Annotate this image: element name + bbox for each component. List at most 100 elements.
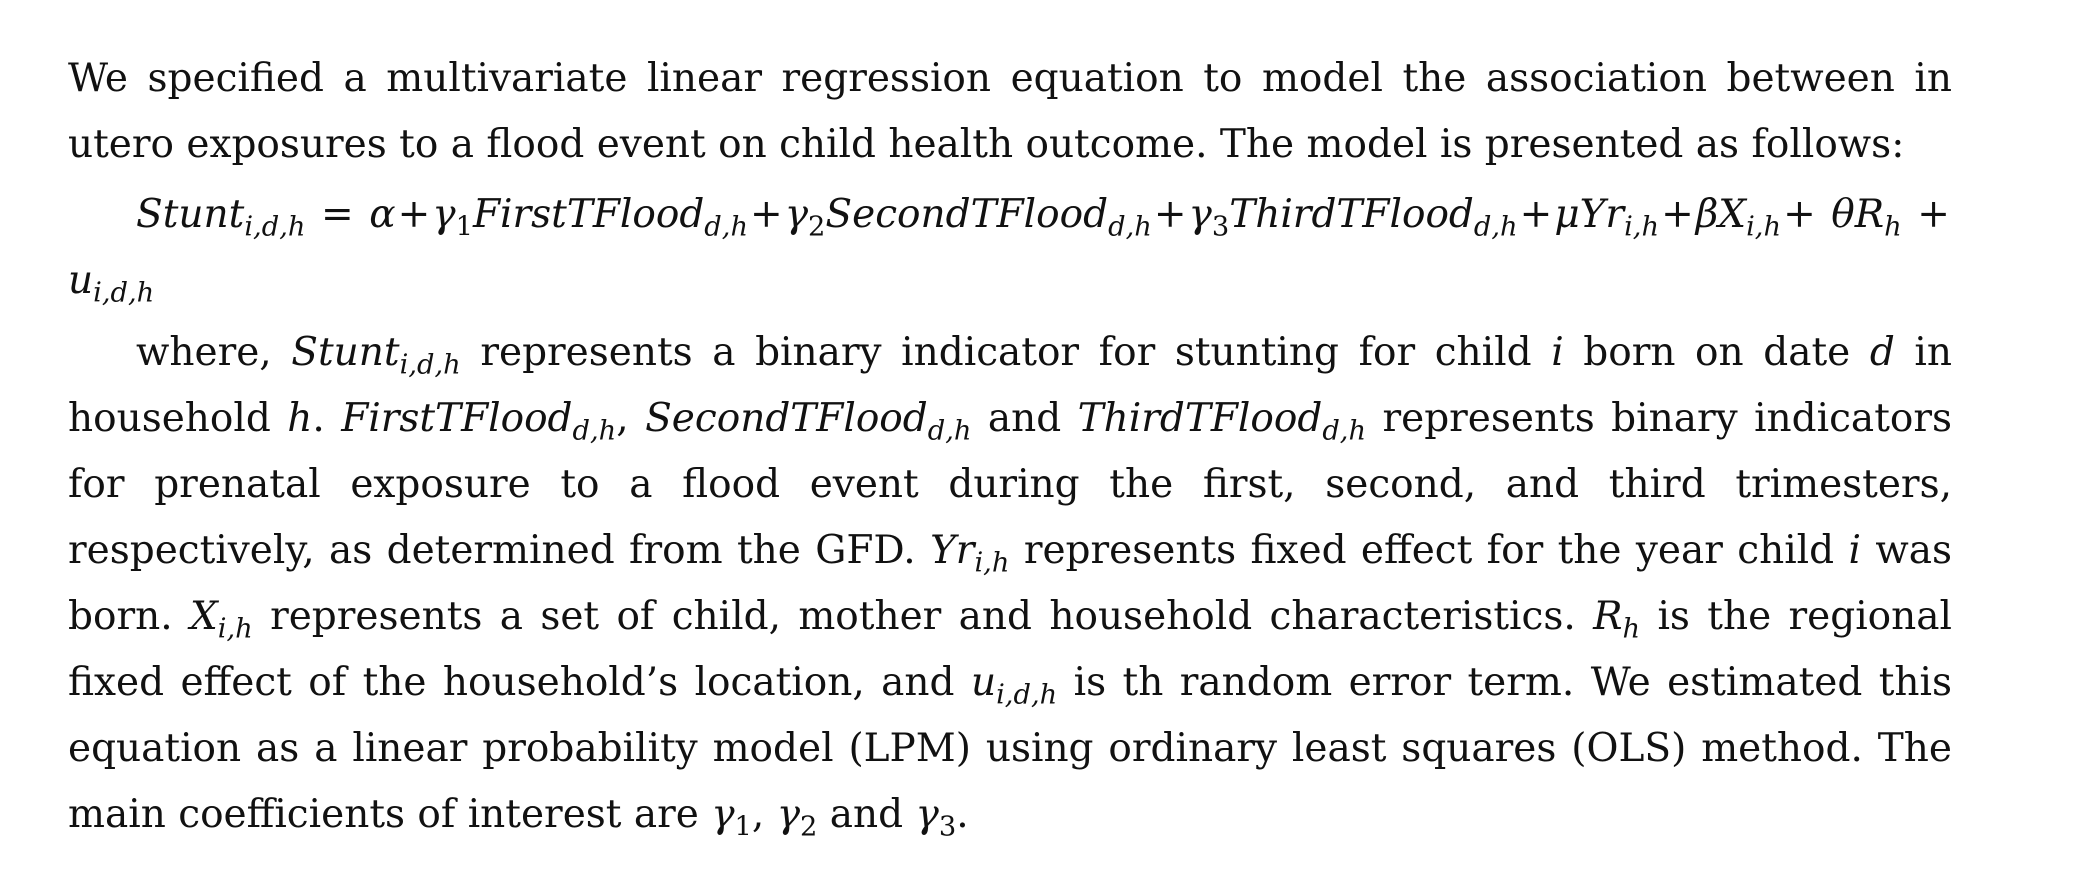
eq-gamma3-sub: 3 xyxy=(1211,211,1230,243)
where-yr-sub: i,h xyxy=(974,547,1010,579)
where-gamma2-sub: 2 xyxy=(800,811,818,843)
eq-second-symbol: SecondTFlood xyxy=(825,192,1109,237)
eq-third-sub: d,h xyxy=(1473,211,1518,243)
where-stunt: Stunti,d,h xyxy=(291,330,460,379)
where-text: . xyxy=(312,396,342,441)
where-u-sub: i,d,h xyxy=(996,679,1058,711)
where-yr-symbol: Yr xyxy=(930,528,975,573)
where-gamma1-sub: 1 xyxy=(734,811,752,843)
where-var-h: h xyxy=(287,396,313,441)
where-gamma3-sub: 3 xyxy=(938,811,957,843)
eq-gamma1: γ1 xyxy=(432,192,473,241)
eq-gamma1-sub: 1 xyxy=(455,211,473,243)
where-text: and xyxy=(971,396,1078,441)
eq-u-sub: i,d,h xyxy=(93,277,155,309)
regression-equation: Stunti,d,h = α+γ1FirstTFloodd,h+γ2Second… xyxy=(68,182,1952,314)
where-yr: Yri,h xyxy=(930,528,1009,577)
eq-r-symbol: R xyxy=(1854,192,1885,237)
where-text: represents fixed effect for the year chi… xyxy=(1009,528,1849,573)
eq-r: Rh xyxy=(1854,192,1902,241)
eq-first-sub: d,h xyxy=(704,211,749,243)
eq-x-symbol: X xyxy=(1718,192,1747,237)
eq-second-flood: SecondTFloodd,h xyxy=(825,192,1151,241)
where-text: represents a binary indicator for stunti… xyxy=(460,330,1552,375)
eq-lhs: Stunti,d,h xyxy=(136,192,305,241)
eq-r-sub: h xyxy=(1884,211,1902,243)
where-x-sub: i,h xyxy=(217,613,253,645)
where-second-symbol: SecondTFlood xyxy=(645,396,928,441)
where-stunt-symbol: Stunt xyxy=(291,330,400,375)
intro-paragraph: We specified a multivariate linear regre… xyxy=(68,56,1952,167)
paper-excerpt: We specified a multivariate linear regre… xyxy=(68,46,1952,848)
eq-x-sub: i,h xyxy=(1746,211,1782,243)
eq-plus: + xyxy=(1519,192,1553,237)
eq-gamma3: γ3 xyxy=(1188,192,1230,241)
eq-plus: + xyxy=(1661,192,1694,237)
where-third-sub: d,h xyxy=(1322,415,1367,447)
where-var-d: d xyxy=(1869,330,1895,375)
eq-equals: = xyxy=(321,192,354,237)
where-u: ui,d,h xyxy=(970,660,1057,709)
eq-third-symbol: ThirdTFlood xyxy=(1229,192,1474,237)
where-var-i: i xyxy=(1551,330,1564,375)
where-text: , xyxy=(616,396,646,441)
where-gamma3-symbol: γ xyxy=(915,792,939,837)
where-gamma1-symbol: γ xyxy=(711,792,735,837)
eq-plus: + xyxy=(1783,192,1816,237)
where-stunt-sub: i,d,h xyxy=(399,349,461,381)
eq-beta: β xyxy=(1695,192,1719,237)
eq-yr-symbol: Yr xyxy=(1579,192,1625,237)
where-first-sub: d,h xyxy=(572,415,617,447)
eq-plus: + xyxy=(1153,192,1187,237)
where-second-sub: d,h xyxy=(927,415,972,447)
eq-alpha: α xyxy=(369,192,396,237)
eq-plus: + xyxy=(750,192,783,237)
eq-gamma2-symbol: γ xyxy=(784,192,809,237)
eq-mu: μ xyxy=(1554,192,1580,237)
eq-gamma3-symbol: γ xyxy=(1188,192,1212,237)
where-third-flood: ThirdTFloodd,h xyxy=(1077,396,1366,445)
eq-gamma2: γ2 xyxy=(784,192,826,241)
where-u-symbol: u xyxy=(970,660,997,705)
eq-gamma2-sub: 2 xyxy=(808,211,826,243)
where-third-symbol: ThirdTFlood xyxy=(1077,396,1323,441)
where-gamma1: γ1 xyxy=(711,792,752,841)
where-gamma2-symbol: γ xyxy=(776,792,801,837)
eq-lhs-symbol: Stunt xyxy=(136,192,245,237)
eq-lhs-sub: i,d,h xyxy=(244,211,306,243)
where-text: in household xyxy=(68,330,1952,441)
where-text: is th random error term. We estimated th… xyxy=(68,660,1952,837)
where-text: represents binary indicators for prenata… xyxy=(68,396,1952,573)
where-text: born on date xyxy=(1563,330,1870,375)
where-text: represents a set of child, mother and ho… xyxy=(252,594,1594,639)
eq-yr-sub: i,h xyxy=(1624,211,1660,243)
where-r-sub: h xyxy=(1622,613,1641,645)
where-r: Rh xyxy=(1593,594,1640,643)
where-second-flood: SecondTFloodd,h xyxy=(645,396,971,445)
where-gamma3: γ3 xyxy=(915,792,957,841)
eq-theta: θ xyxy=(1831,192,1855,237)
where-x-symbol: X xyxy=(189,594,218,639)
eq-gamma1-symbol: γ xyxy=(432,192,456,237)
where-gamma2: γ2 xyxy=(776,792,818,841)
where-r-symbol: R xyxy=(1593,594,1623,639)
where-paragraph: where, Stunti,d,h represents a binary in… xyxy=(68,320,1952,848)
eq-x: Xi,h xyxy=(1718,192,1781,241)
eq-u-symbol: u xyxy=(68,258,94,303)
eq-first-flood: FirstTFloodd,h xyxy=(472,192,748,241)
where-text: and xyxy=(817,792,916,837)
where-text: was born. xyxy=(68,528,1952,639)
eq-second-sub: d,h xyxy=(1108,211,1152,243)
eq-third-flood: ThirdTFloodd,h xyxy=(1229,192,1517,241)
eq-first-symbol: FirstTFlood xyxy=(472,192,705,237)
where-text: . xyxy=(956,792,969,837)
where-first-flood: FirstTFloodd,h xyxy=(341,396,616,445)
where-x: Xi,h xyxy=(189,594,253,643)
where-text: where, xyxy=(136,330,292,375)
where-text: is the regional fixed effect of the hous… xyxy=(68,594,1952,705)
eq-plus: + xyxy=(397,192,431,237)
where-var-i: i xyxy=(1848,528,1861,573)
eq-yr: Yri,h xyxy=(1579,192,1659,241)
where-first-symbol: FirstTFlood xyxy=(341,396,573,441)
where-text: , xyxy=(751,792,777,837)
